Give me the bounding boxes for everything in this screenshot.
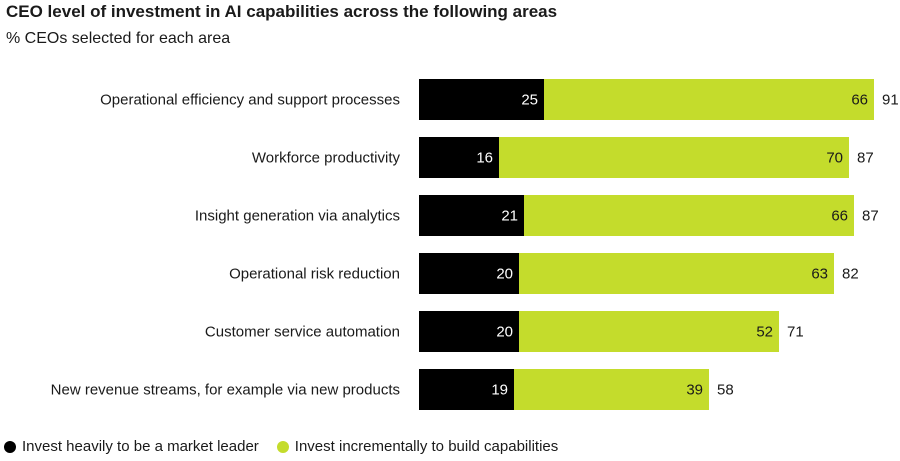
data-label-incremental: 39 xyxy=(686,382,703,399)
bar-incremental xyxy=(519,253,834,294)
chart-subtitle: % CEOs selected for each area xyxy=(6,30,231,47)
bar-incremental xyxy=(499,137,849,178)
legend-item-heavy: Invest heavily to be a market leader xyxy=(4,438,259,455)
legend-swatch-heavy xyxy=(4,440,16,453)
data-label-incremental: 66 xyxy=(851,92,868,109)
data-label-incremental: 66 xyxy=(831,208,848,225)
category-label: Workforce productivity xyxy=(252,150,401,167)
category-label: Operational risk reduction xyxy=(229,266,400,283)
data-label-heavy: 19 xyxy=(491,382,508,399)
data-label-incremental: 63 xyxy=(811,266,828,283)
stacked-bar-chart: Operational efficiency and support proce… xyxy=(51,79,899,410)
legend: Invest heavily to be a market leader Inv… xyxy=(4,438,576,455)
bar-heavy xyxy=(419,369,514,410)
data-label-incremental: 52 xyxy=(756,324,773,341)
data-label-incremental: 70 xyxy=(826,150,843,167)
bar-heavy xyxy=(419,253,519,294)
bar-heavy xyxy=(419,195,524,236)
data-label-total: 71 xyxy=(787,324,804,341)
legend-label-heavy: Invest heavily to be a market leader xyxy=(22,438,259,455)
bar-incremental xyxy=(524,195,854,236)
category-label: Operational efficiency and support proce… xyxy=(100,92,400,109)
legend-swatch-incremental xyxy=(276,440,289,453)
bar-heavy xyxy=(419,311,519,352)
data-label-heavy: 16 xyxy=(476,150,493,167)
bar-incremental xyxy=(514,369,709,410)
data-label-heavy: 20 xyxy=(496,324,513,341)
data-label-total: 91 xyxy=(882,92,899,109)
bar-heavy xyxy=(419,79,544,120)
data-label-total: 87 xyxy=(857,150,874,167)
category-label: Customer service automation xyxy=(205,324,400,341)
data-label-heavy: 20 xyxy=(496,266,513,283)
chart-title: CEO level of investment in AI capabiliti… xyxy=(6,2,558,21)
data-label-total: 87 xyxy=(862,208,879,225)
category-label: New revenue streams, for example via new… xyxy=(51,382,400,399)
bar-incremental xyxy=(544,79,874,120)
category-label: Insight generation via analytics xyxy=(195,208,400,225)
bar-incremental xyxy=(519,311,779,352)
legend-label-incremental: Invest incrementally to build capabiliti… xyxy=(294,438,559,455)
bar-heavy xyxy=(419,137,499,178)
data-label-heavy: 25 xyxy=(521,92,538,109)
data-label-heavy: 21 xyxy=(501,208,518,225)
legend-item-incremental: Invest incrementally to build capabiliti… xyxy=(276,438,559,455)
data-label-total: 58 xyxy=(717,382,734,399)
data-label-total: 82 xyxy=(842,266,859,283)
